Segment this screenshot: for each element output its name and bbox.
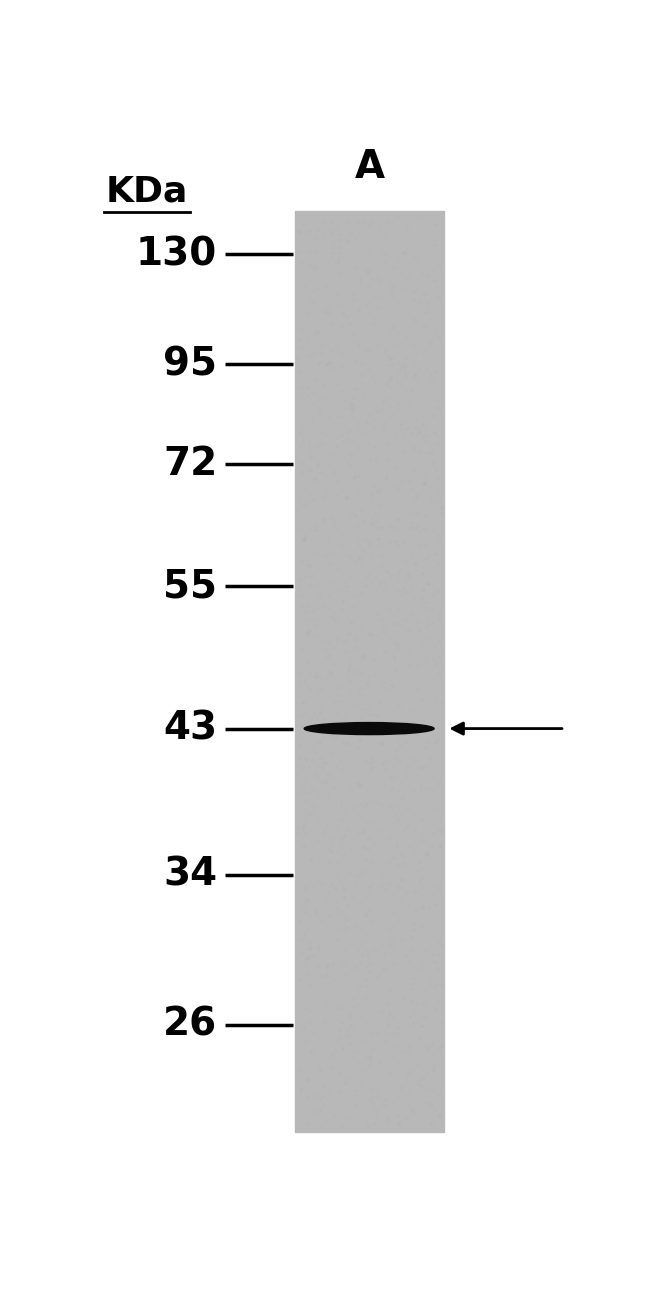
Bar (295, 211, 444, 1132)
Text: A: A (354, 148, 384, 186)
Text: 72: 72 (163, 446, 217, 484)
Text: 95: 95 (163, 346, 217, 384)
Text: 26: 26 (163, 1006, 217, 1044)
Text: 43: 43 (163, 710, 217, 748)
Text: KDa: KDa (105, 174, 188, 208)
Text: 34: 34 (163, 855, 217, 893)
Text: 130: 130 (136, 235, 217, 273)
Ellipse shape (304, 723, 434, 734)
Text: 55: 55 (163, 567, 217, 606)
